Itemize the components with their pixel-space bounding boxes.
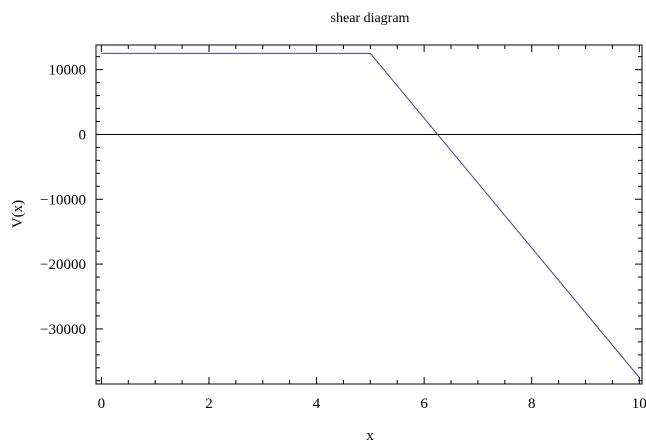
y-tick-label: −20000 (40, 257, 86, 273)
y-tick-label: 10000 (49, 63, 87, 79)
y-tick-label: −30000 (40, 322, 86, 338)
y-axis-label: V(x) (10, 200, 26, 228)
plot-border (95, 44, 643, 385)
tick-labels-layer: 0 2 4 6 8 10 10000 0 −10000 −20000 −30000 (40, 63, 646, 412)
ticks-layer (96, 45, 642, 384)
chart-title: shear diagram (331, 11, 410, 26)
y-tick-label: −10000 (40, 192, 86, 208)
y-tick-label: 0 (79, 127, 87, 143)
x-tick-label: 4 (313, 396, 321, 412)
x-tick-label: 2 (205, 396, 213, 412)
x-tick-label: 10 (632, 396, 646, 412)
shear-series-line (101, 52, 640, 378)
x-tick-label: 0 (98, 396, 106, 412)
plot-frame (95, 44, 643, 385)
x-axis-label: x (366, 428, 374, 443)
x-tick-label: 6 (420, 396, 428, 412)
x-tick-label: 8 (528, 396, 536, 412)
